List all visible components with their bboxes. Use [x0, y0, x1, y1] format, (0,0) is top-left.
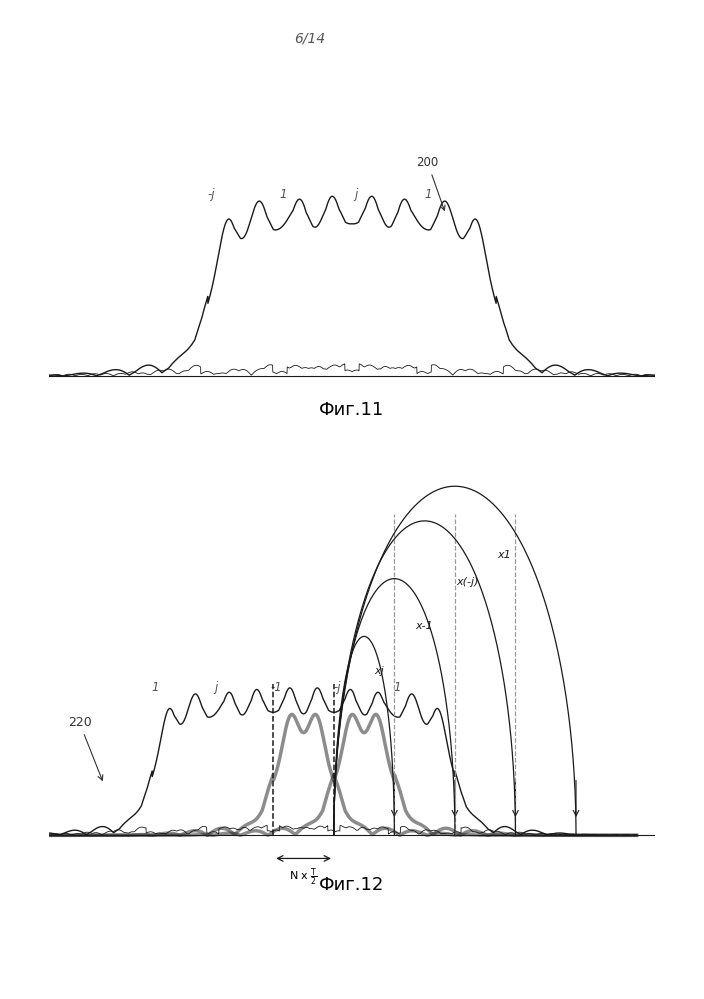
Text: j: j	[214, 681, 218, 694]
Text: -j: -j	[333, 681, 341, 694]
Text: 220: 220	[68, 716, 103, 780]
Text: 1: 1	[394, 681, 401, 694]
Text: -1: -1	[270, 681, 282, 694]
Text: j: j	[354, 189, 357, 202]
Text: x(-j): x(-j)	[456, 576, 479, 586]
Text: x-1: x-1	[415, 621, 434, 631]
Text: Фиг.12: Фиг.12	[320, 876, 384, 894]
Text: Фиг.11: Фиг.11	[320, 402, 384, 420]
Text: 1: 1	[151, 681, 159, 694]
Text: 6/14: 6/14	[294, 32, 325, 46]
Text: 1: 1	[279, 189, 287, 202]
Text: 200: 200	[417, 157, 445, 210]
Text: x1: x1	[497, 549, 511, 559]
Text: N x $\mathregular{\frac{T}{2}}$: N x $\mathregular{\frac{T}{2}}$	[289, 866, 318, 888]
Text: xj: xj	[375, 665, 384, 675]
Text: -j: -j	[208, 189, 215, 202]
Text: 1: 1	[424, 189, 432, 202]
